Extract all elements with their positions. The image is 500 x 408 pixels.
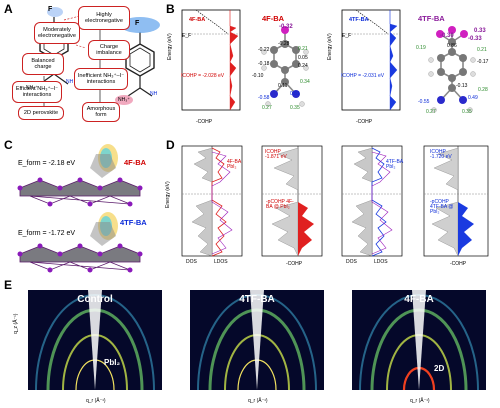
charge-4tf-4: 0.19 (416, 45, 426, 51)
control-title: Control (77, 294, 113, 305)
panel-c-structures (17, 144, 143, 273)
c-label-4f-ba: 4F-BA (124, 158, 147, 167)
charge-4f-0: -0.32 (279, 24, 293, 30)
charge-4f-8: -0.58 (258, 95, 270, 101)
ef-label-4tf: E_F (342, 33, 352, 39)
charge-4f-2: -0.28 (278, 41, 290, 47)
charge-4f-3: 0.21 (298, 46, 308, 52)
d-dos-2: DOS (346, 259, 357, 265)
inefficient-interactions-box: Inefficient NH₃⁺–I⁻ interactions (74, 68, 128, 90)
charge-4f-5: 0.24 (298, 63, 308, 69)
2d-label: 2D (434, 364, 445, 373)
charge-4f-1: -0.22 (258, 47, 270, 53)
charge-4f-13: -0.10 (252, 73, 264, 79)
charge-4f-7: 0.11 (278, 83, 288, 89)
nh3-label-right: NH₃⁺ (118, 97, 130, 103)
charge-4f-12: 0.35 (290, 105, 300, 111)
d-icohp-4f: ICOHP -1.871 eV (265, 149, 287, 160)
b-ylabel-2: Energy (eV) (327, 33, 333, 60)
icohp-4tf-ba: ICOHP = -2.031 eV (341, 73, 385, 79)
nh-label-right: NH (150, 91, 158, 97)
f-label-right: F (135, 20, 140, 27)
charge-4f-6: -0.18 (258, 61, 270, 67)
giwaxs-4tf-ba: 4TF-BA (190, 290, 324, 390)
charge-4tf-6: -0.17 (477, 59, 489, 65)
pbi-label: PbI₂ (104, 358, 120, 367)
panel-b-letter: B (166, 2, 175, 16)
d-dos-1: DOS (186, 259, 197, 265)
4f-ba-title: 4F-BA (404, 294, 434, 305)
efficient-interactions-box: Efficient NH₃⁺–I⁻ interactions (12, 81, 62, 103)
e-xlabel-1: q_r (Å⁻¹) (86, 398, 106, 404)
cohp-4tf-ba-label: 4TF-BA (349, 17, 369, 23)
c-label-4tf-ba: 4TF-BA (120, 218, 147, 227)
d-icohp-4tf: ICOHP -1.720 eV (430, 149, 452, 160)
d-pcohp-4f: -pCOHP 4F-BA @ PbI₂ (266, 199, 294, 210)
charge-4tf-1: -0.30 (440, 33, 454, 39)
panel-d-dos-plots (181, 145, 489, 257)
giwaxs-control: Control PbI₂ (28, 290, 162, 390)
4tf-ba-title: 4TF-BA (239, 294, 275, 305)
moderately-electronegative-box: Moderately electronegative (34, 22, 80, 44)
charge-4tf-10: 0.27 (426, 109, 436, 115)
giwaxs-4f-ba: 4F-BA 2D (352, 290, 486, 390)
cohp-plot-4f-ba (181, 9, 241, 111)
charge-4f-4: 0.05 (298, 55, 308, 61)
e-xlabel-3: q_r (Å⁻¹) (410, 398, 430, 404)
eform-4tf-ba: E_form = -1.72 eV (18, 230, 76, 237)
panel-a-letter: A (4, 2, 13, 16)
cohp-4f-ba-label: 4F-BA (189, 17, 206, 23)
panel-c-letter: C (4, 138, 13, 152)
charge-4tf-9: 0.49 (468, 95, 478, 101)
panel-e-letter: E (4, 278, 13, 292)
b-ylabel-1: Energy (eV) (167, 33, 173, 60)
charge-4tf-11: 0.35 (462, 109, 472, 115)
charge-4f-11: 0.27 (262, 105, 272, 111)
cohp-plot-4tf-ba (341, 9, 401, 111)
molecule-4tf-ba-title: 4TF-BA (418, 14, 445, 23)
molecule-4f-ba (261, 26, 309, 107)
amorphous-form-box: Amorphous form (82, 102, 120, 122)
d-ldos-1: LDOS (214, 259, 228, 265)
d-energy-label: Energy (eV) (165, 181, 171, 208)
d-4tf-pbi: 4TF-BA PbI₂ (386, 159, 403, 170)
charge-4tf-8: -0.55 (418, 99, 430, 105)
charge-4tf-3: 0.86 (447, 43, 457, 49)
d-pcohp-4tf: -pCOHP 4TF-BA @ PbI₂ (430, 199, 454, 215)
charge-4tf-7: -0.13 (456, 83, 468, 89)
b-xlabel-2: -COHP (356, 119, 373, 125)
highly-electronegative-box: Highly electronegative (78, 6, 130, 30)
molecule-4f-ba-title: 4F-BA (262, 14, 285, 23)
d-cohp-2: -COHP (450, 261, 467, 267)
molecule-4tf-ba (428, 26, 476, 113)
e-ylabel: q_z (Å⁻¹) (13, 313, 19, 334)
f-label-left: F (48, 6, 53, 13)
charge-4tf-0: 0.33 (474, 28, 486, 34)
nh-label-left: NH (66, 79, 74, 85)
charge-4tf-2: -0.33 (468, 36, 482, 42)
balanced-charge-box: Balanced charge (22, 53, 64, 75)
icohp-4f-ba: ICOHP = -2.028 eV (181, 73, 225, 79)
d-cohp-1: -COHP (286, 261, 303, 267)
charge-imbalance-box: Charge imbalance (88, 40, 130, 60)
panel-d-letter: D (166, 138, 175, 152)
d-4f-pbi: 4F-BA PbI₂ (227, 159, 241, 170)
b-xlabel-1: -COHP (196, 119, 213, 125)
nh3-label-left: NH₃⁺ (26, 85, 38, 91)
ef-label-4f: E_F (182, 33, 192, 39)
charge-4tf-12: 0.28 (478, 87, 488, 93)
charge-4tf-5: 0.21 (477, 47, 487, 53)
eform-4f-ba: E_form = -2.18 eV (18, 160, 76, 167)
2d-perovskite-box: 2D perovskite (18, 106, 64, 120)
charge-4f-9: 0.51 (290, 91, 300, 97)
d-ldos-2: LDOS (374, 259, 388, 265)
charge-4f-10: 0.34 (300, 79, 310, 85)
e-xlabel-2: q_r (Å⁻¹) (248, 398, 268, 404)
